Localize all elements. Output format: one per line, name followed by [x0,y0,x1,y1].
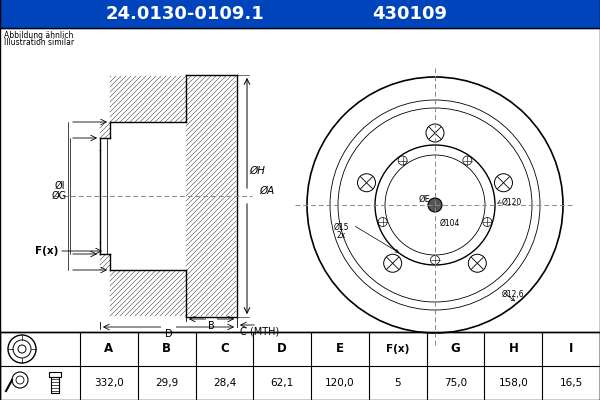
Bar [0,0,600,28]
Text: ØA: ØA [259,186,274,196]
Text: 5: 5 [394,378,401,388]
Text: 120,0: 120,0 [325,378,355,388]
Text: 332,0: 332,0 [94,378,124,388]
Text: 75,0: 75,0 [444,378,467,388]
Text: 62,1: 62,1 [271,378,294,388]
Text: Ø12,6: Ø12,6 [502,290,524,300]
Bar [0,28,600,332]
Text: B: B [162,342,171,356]
Text: Ø15: Ø15 [333,222,349,232]
Text: 158,0: 158,0 [499,378,528,388]
Text: Ø104: Ø104 [440,218,460,228]
Text: D: D [164,329,172,339]
Text: ØI: ØI [55,181,65,191]
Bar [0,332,600,400]
Text: F(x): F(x) [35,246,58,256]
Text: ØG: ØG [52,191,67,201]
Bar [51,377,59,393]
Text: D: D [277,342,287,356]
Text: Illustration similar: Illustration similar [4,38,74,47]
Text: 29,9: 29,9 [155,378,178,388]
Text: 24.0130-0109.1: 24.0130-0109.1 [106,5,265,23]
Text: 2x: 2x [337,230,346,240]
Text: ØH: ØH [249,166,265,176]
Text: G: G [451,342,460,356]
Text: C: C [220,342,229,356]
Text: I: I [569,342,573,356]
Text: 28,4: 28,4 [213,378,236,388]
Text: 16,5: 16,5 [559,378,583,388]
Text: F(x): F(x) [386,344,409,354]
Text: E: E [336,342,344,356]
Text: 430109: 430109 [373,5,448,23]
Text: ØE: ØE [418,194,430,204]
Text: A: A [104,342,113,356]
Text: B: B [208,321,215,331]
Text: Abbildung ähnlich: Abbildung ähnlich [4,31,73,40]
Text: C (MTH): C (MTH) [240,326,279,336]
Text: H: H [508,342,518,356]
Circle shape [428,198,442,212]
Text: Ø120: Ø120 [502,198,522,206]
Bar [49,372,61,377]
